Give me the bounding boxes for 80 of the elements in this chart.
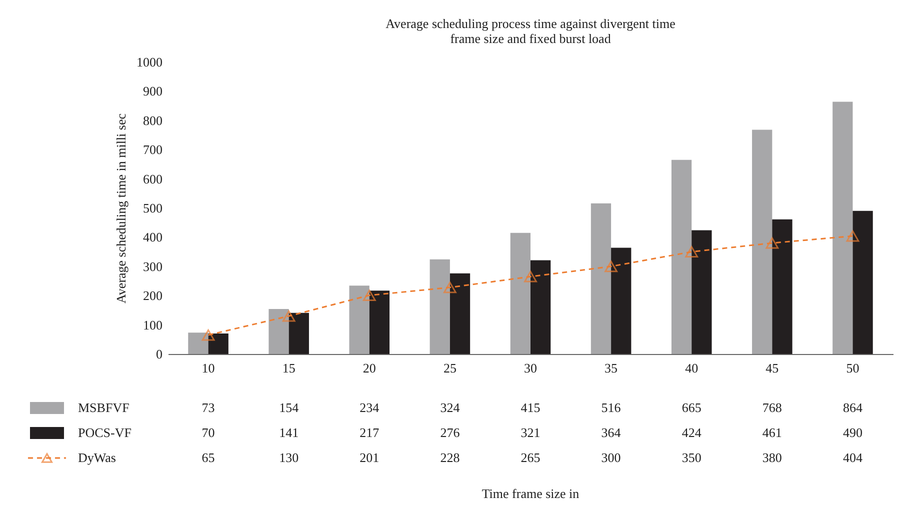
- x-tick-label: 45: [766, 360, 779, 376]
- data-label: 380: [762, 450, 782, 465]
- x-tick-label: 50: [846, 360, 860, 376]
- bar: [208, 334, 228, 354]
- data-label: 276: [440, 425, 460, 440]
- bar: [692, 230, 712, 354]
- data-label: 864: [842, 400, 863, 415]
- bar: [430, 259, 450, 354]
- point: [282, 310, 296, 322]
- data-label: 461: [762, 425, 782, 440]
- data-label: 424: [682, 425, 702, 440]
- x-tick-label: 30: [524, 360, 537, 376]
- data-label: 665: [682, 400, 702, 415]
- point: [766, 237, 779, 249]
- x-tick-label: 35: [604, 360, 618, 376]
- bar: [510, 232, 530, 354]
- data-label: 141: [279, 425, 299, 440]
- data-label: 516: [601, 400, 622, 415]
- data-label: 415: [520, 400, 540, 415]
- data-label: 234: [360, 400, 380, 415]
- data-label: 324: [440, 400, 460, 415]
- data-label: 404: [842, 450, 863, 465]
- y-tick-label: 500: [143, 200, 162, 216]
- bar: [288, 312, 309, 354]
- bar: [772, 219, 792, 354]
- point: [202, 329, 215, 341]
- point: [362, 290, 376, 301]
- data-label: 350: [682, 450, 702, 465]
- data-label: 217: [360, 425, 380, 440]
- bar: [349, 286, 370, 354]
- data-label: 228: [440, 450, 460, 465]
- data-label: 364: [601, 425, 622, 440]
- text: Time frame size in: [482, 486, 580, 501]
- point: [443, 282, 456, 294]
- chart-title: Average scheduling process time against divergent time frame size and fixed burst load: [386, 16, 676, 46]
- data-label: 265: [520, 450, 540, 465]
- bar: [268, 309, 289, 354]
- bar: [832, 102, 853, 354]
- bar: [590, 203, 612, 354]
- data-label: 201: [360, 450, 380, 465]
- x-tick-label: 20: [362, 360, 376, 376]
- bar: [852, 210, 873, 354]
- point: [685, 246, 698, 258]
- legend-label: POCS-VF: [78, 425, 132, 440]
- data-label: 154: [279, 400, 300, 415]
- data-label: 768: [762, 400, 782, 415]
- bar: [369, 290, 390, 354]
- data-label: 130: [279, 450, 299, 465]
- y-tick-label: 0: [156, 346, 162, 362]
- legend-label: DyWas: [78, 450, 116, 465]
- bar: [752, 130, 772, 354]
- y-tick-label: 1000: [136, 54, 162, 70]
- y-tick-label: 700: [143, 142, 162, 158]
- data-label: 300: [601, 450, 621, 465]
- bar: [611, 248, 632, 354]
- x-tick-label: 40: [685, 360, 698, 376]
- point: [524, 270, 537, 282]
- point: [604, 260, 618, 272]
- bar: [530, 260, 551, 354]
- x-tick-label: 25: [443, 360, 456, 376]
- x-tick-label: 10: [202, 360, 215, 376]
- y-tick-label: 600: [143, 171, 162, 186]
- y-tick-label: 800: [143, 112, 162, 128]
- data-label: 490: [842, 425, 862, 440]
- bar: [671, 160, 692, 354]
- bar: [450, 273, 470, 354]
- y-tick-label: 100: [143, 317, 162, 332]
- bar: [188, 332, 208, 354]
- data-label: 65: [202, 450, 215, 465]
- y-tick-label: 200: [143, 288, 162, 304]
- y-tick-label: 300: [143, 258, 162, 274]
- data-label: 73: [202, 400, 215, 415]
- point: [846, 230, 860, 242]
- y-tick-label: 400: [143, 230, 162, 245]
- y-tick-label: 900: [143, 84, 162, 99]
- x-tick-label: 15: [282, 360, 296, 376]
- data-label: 70: [202, 425, 215, 440]
- legend-label: MSBFVF: [78, 400, 130, 415]
- y-axis-title: Average scheduling time in milli sec: [114, 113, 128, 304]
- data-label: 321: [520, 425, 540, 440]
